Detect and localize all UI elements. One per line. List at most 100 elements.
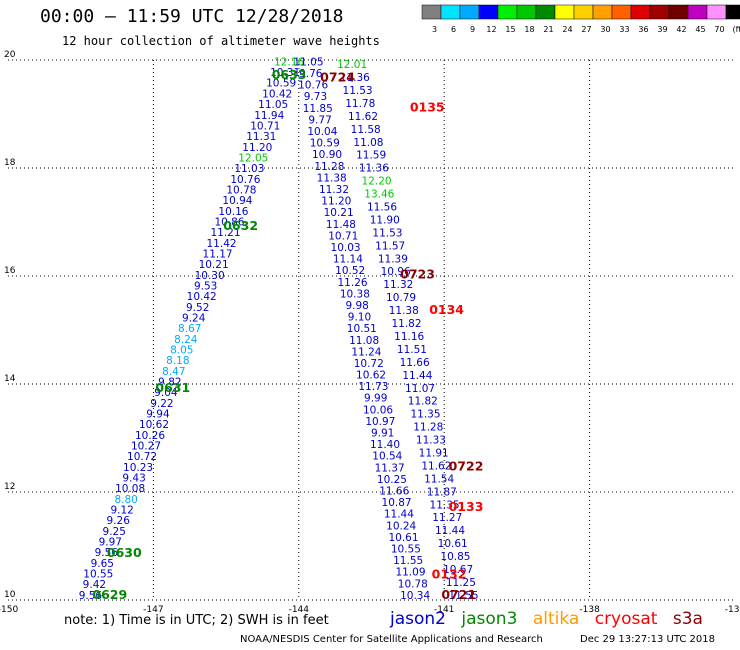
wave-height-value: 10.34 — [400, 590, 430, 602]
wave-height-value: 10.72 — [354, 358, 384, 370]
wave-height-value: 9.42 — [83, 579, 106, 591]
wave-height-value: 10.67 — [443, 564, 473, 576]
wave-height-value: 13.46 — [364, 189, 394, 201]
wave-height-value: 11.66 — [379, 486, 409, 498]
wave-height-value: 9.56 — [79, 590, 103, 602]
wave-height-value: 10.96 — [381, 266, 411, 278]
wave-height-value: 11.07 — [405, 383, 435, 395]
wave-height-value: 11.44 — [384, 509, 414, 521]
wave-height-value: 10.85 — [440, 551, 470, 563]
wave-height-value: 11.32 — [319, 184, 349, 196]
wave-height-value: 11.05 — [258, 99, 288, 111]
wave-height-value: 9.76 — [299, 68, 323, 80]
wave-height-value: 11.56 — [367, 202, 397, 214]
wave-height-value: 9.65 — [91, 558, 114, 570]
colorbar-label: 12 — [486, 25, 496, 34]
colorbar-label: 70 — [714, 25, 724, 34]
wave-height-value: 10.23 — [123, 462, 153, 474]
wave-height-value: 10.04 — [307, 126, 337, 138]
wave-height-value: 10.24 — [386, 520, 416, 532]
wave-height-value: 9.25 — [103, 526, 126, 538]
satellite-legend: jason2 jason3 altika cryosat s3a — [390, 609, 713, 629]
wave-height-value: 10.27 — [131, 441, 161, 453]
wave-height-value: 11.24 — [351, 346, 381, 358]
wave-height-value: 11.90 — [370, 214, 400, 226]
wave-height-value: 11.20 — [242, 142, 272, 154]
wave-height-value: 11.20 — [321, 196, 351, 208]
wave-height-value: 11.73 — [358, 381, 388, 393]
wave-height-value: 11.28 — [314, 161, 344, 173]
y-tick-label: 18 — [4, 158, 16, 168]
wave-height-value: 11.82 — [408, 396, 438, 408]
pass-time-label: 0721 — [441, 587, 476, 602]
wave-height-value: 9.22 — [150, 398, 173, 410]
wave-height-value: 9.91 — [371, 428, 394, 440]
pass-time-label: 0724 — [320, 70, 355, 85]
wave-height-value: 10.03 — [331, 242, 361, 254]
wave-height-value: 11.27 — [432, 512, 462, 524]
wave-height-value: 11.87 — [427, 486, 457, 498]
wave-height-value: 10.55 — [83, 569, 113, 581]
colorbar-label: 24 — [562, 25, 572, 34]
wave-height-value: 8.05 — [170, 345, 193, 357]
wave-height-value: 11.35 — [430, 499, 460, 511]
wave-height-value: 10.71 — [250, 120, 280, 132]
wave-height-value: 10.61 — [438, 538, 468, 550]
wave-height-value: 11.62 — [348, 111, 378, 123]
x-tick-label: -150 — [0, 605, 18, 615]
pass-time-label: 0723 — [400, 267, 435, 282]
wave-height-value: 11.33 — [416, 435, 446, 447]
y-tick-label: 12 — [4, 482, 15, 492]
wave-height-value: 11.36 — [340, 72, 370, 84]
pass-time-label: 0632 — [223, 218, 258, 233]
wave-height-value: 9.56 — [95, 547, 119, 559]
wave-height-value: 12.01 — [337, 59, 367, 71]
wave-height-value: 10.26 — [135, 430, 165, 442]
wave-height-value: 11.16 — [394, 331, 424, 343]
wave-height-value: 10.38 — [340, 288, 370, 300]
wave-height-value: 10.42 — [187, 291, 217, 303]
wave-height-value: 9.24 — [182, 312, 206, 324]
wave-height-value: 11.32 — [383, 279, 413, 291]
wave-height-value: 11.37 — [375, 462, 405, 474]
wave-height-value: 11.03 — [234, 163, 264, 175]
wave-height-value: 9.73 — [304, 91, 327, 103]
wave-height-value: 11.26 — [338, 277, 368, 289]
pass-time-label: 0132 — [432, 566, 467, 581]
colorbar-label: (ft) — [732, 25, 740, 34]
wave-height-value: 10.87 — [382, 497, 412, 509]
wave-height-value: 11.59 — [356, 150, 386, 162]
credit-line: NOAA/NESDIS Center for Satellite Applica… — [240, 634, 543, 645]
wave-height-value: 11.21 — [210, 227, 240, 239]
colorbar-label: 36 — [638, 25, 648, 34]
wave-height-value: 11.55 — [449, 590, 479, 602]
colorbar-label: 30 — [600, 25, 610, 34]
wave-height-value: 9.04 — [154, 387, 178, 399]
colorbar-label: 3 — [432, 25, 437, 34]
wave-height-value: 11.91 — [419, 448, 449, 460]
wave-height-value: 11.78 — [345, 98, 375, 110]
wave-height-value: 8.24 — [174, 334, 198, 346]
wave-height-value: 11.44 — [402, 370, 432, 382]
wave-height-value: 11.39 — [378, 253, 408, 265]
colorbar-label: 6 — [451, 25, 456, 34]
colorbar-label: 39 — [657, 25, 667, 34]
wave-height-value: 11.36 — [359, 163, 389, 175]
wave-height-value: 10.86 — [214, 216, 244, 228]
wave-height-value: 10.54 — [372, 451, 402, 463]
pass-time-label: 0630 — [107, 545, 142, 560]
wave-height-value: 10.06 — [363, 404, 393, 416]
legend-cryosat: cryosat — [594, 609, 658, 629]
wave-height-value: 11.14 — [333, 254, 363, 266]
wave-height-value: 10.16 — [218, 206, 248, 218]
wave-height-value: 11.28 — [413, 422, 443, 434]
pass-time-label: 0133 — [449, 499, 484, 514]
wave-height-value: 12.16 — [274, 56, 304, 68]
colorbar-label: 15 — [505, 25, 515, 34]
wave-height-value: 10.31 — [270, 67, 300, 79]
wave-height-value: 9.43 — [122, 473, 145, 485]
colorbar-label: 21 — [543, 25, 553, 34]
y-tick-label: 16 — [4, 266, 16, 276]
map-title: 00:00 – 11:59 UTC 12/28/2018 — [40, 6, 344, 27]
y-tick-label: 20 — [4, 50, 16, 60]
